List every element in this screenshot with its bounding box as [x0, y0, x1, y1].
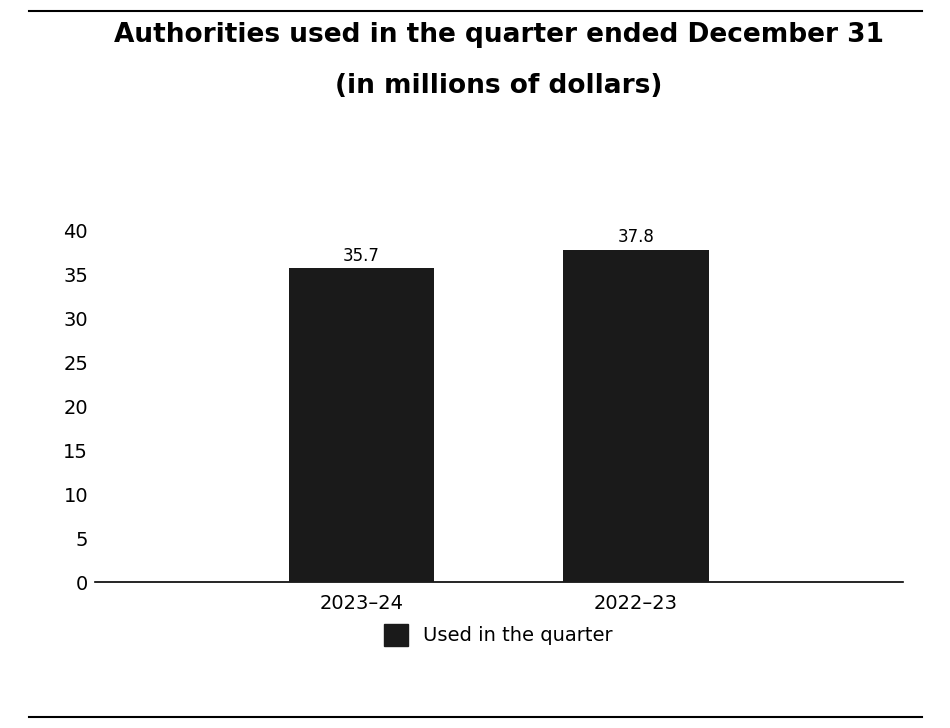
Legend: Used in the quarter: Used in the quarter — [374, 614, 623, 656]
Text: 37.8: 37.8 — [618, 228, 655, 246]
Text: (in millions of dollars): (in millions of dollars) — [335, 73, 662, 99]
Bar — [563, 250, 709, 582]
Text: Authorities used in the quarter ended December 31: Authorities used in the quarter ended De… — [114, 22, 884, 48]
Text: 35.7: 35.7 — [343, 247, 380, 264]
Bar — [289, 268, 434, 582]
